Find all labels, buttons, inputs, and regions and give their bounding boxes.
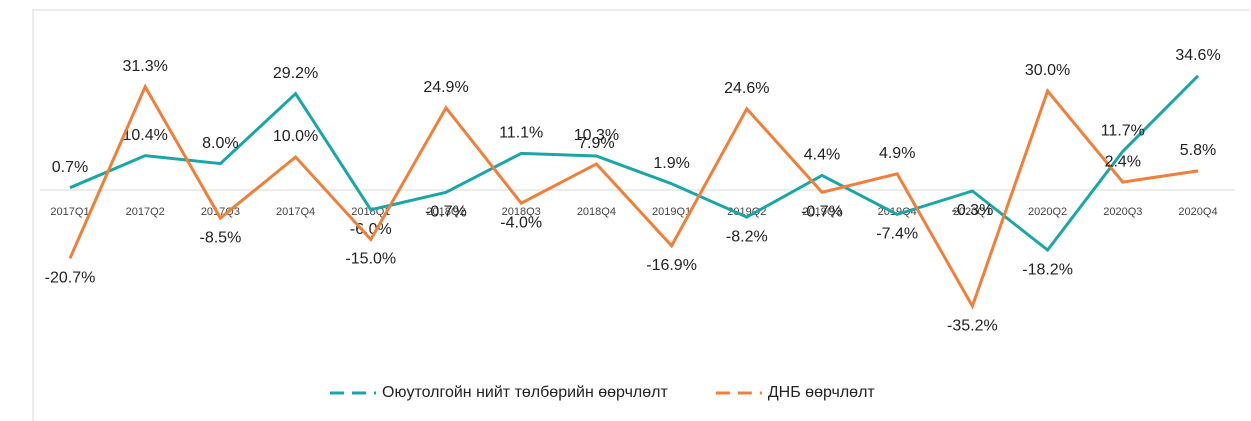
data-label: -8.2%	[726, 228, 768, 245]
series-line	[69, 74, 1200, 253]
x-tick-label: 2019Q3	[802, 206, 841, 218]
x-tick-label: 2018Q2	[426, 206, 465, 218]
data-label: 8.0%	[202, 135, 238, 152]
data-label: 10.3%	[574, 127, 619, 144]
data-label: -16.9%	[646, 257, 697, 274]
x-tick-label: 2017Q1	[50, 206, 89, 218]
data-label: 11.1%	[499, 125, 543, 142]
x-tick-label: 2017Q2	[126, 206, 165, 218]
chart-frame	[32, 9, 1250, 421]
data-label: -7.4%	[876, 226, 918, 243]
data-label: 2.4%	[1105, 153, 1141, 170]
data-label: 1.9%	[653, 155, 689, 172]
data-label: 5.8%	[1180, 142, 1216, 159]
x-tick-label: 2017Q4	[276, 206, 315, 218]
data-label: 24.6%	[724, 80, 769, 97]
data-label: 31.3%	[123, 58, 168, 75]
data-label: 11.7%	[1101, 123, 1145, 140]
x-tick-label: 2020Q3	[1103, 206, 1142, 218]
data-label: -0.7%	[425, 204, 467, 221]
data-label: -15.0%	[345, 251, 396, 268]
x-tick-label: 2018Q4	[577, 206, 616, 218]
data-label: -4.0%	[500, 214, 542, 231]
data-label: 24.9%	[423, 79, 468, 96]
data-label: -8.5%	[200, 229, 242, 246]
data-label: -0.7%	[801, 204, 843, 221]
legend-label: Оюутолгойн нийт төлбөрийн өөрчлөлт	[382, 384, 668, 401]
data-label: -6.0%	[350, 221, 392, 238]
x-tick-label: 2020Q1	[953, 206, 992, 218]
data-label: -35.2%	[947, 317, 998, 334]
data-label: 7.9%	[578, 135, 614, 152]
x-tick-label: 2019Q2	[727, 206, 766, 218]
data-label: -0.3%	[952, 202, 994, 219]
x-tick-label: 2020Q2	[1028, 206, 1067, 218]
data-label: 0.7%	[52, 159, 88, 176]
data-label: 4.9%	[879, 145, 915, 162]
data-label: 10.0%	[273, 128, 318, 145]
data-label: 10.4%	[123, 127, 168, 144]
data-label: 34.6%	[1175, 47, 1220, 64]
data-label: 29.2%	[273, 65, 318, 82]
data-label: 30.0%	[1025, 62, 1070, 79]
data-label: -20.7%	[45, 270, 96, 287]
x-tick-label: 2020Q4	[1178, 206, 1217, 218]
x-tick-label: 2018Q3	[502, 206, 541, 218]
data-label: 4.4%	[804, 147, 840, 164]
data-label: -18.2%	[1022, 261, 1073, 278]
series-line	[68, 83, 1199, 310]
x-tick-label: 2019Q1	[652, 206, 691, 218]
legend-label: ДНБ өөрчлөлт	[768, 384, 876, 401]
